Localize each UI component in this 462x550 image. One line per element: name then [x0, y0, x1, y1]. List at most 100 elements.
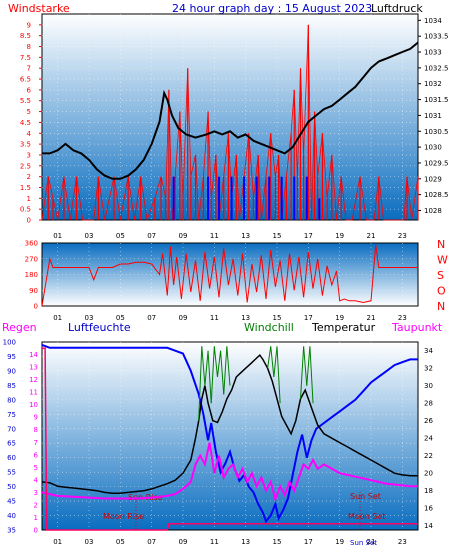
- moon-set-label: Moon Set: [348, 512, 385, 521]
- sun-set-label: Sun Set: [350, 492, 381, 501]
- windchill-seg-19: [309, 346, 314, 404]
- legend-temperature: Temperatur: [311, 321, 376, 334]
- rain-tick-5: 9: [34, 414, 38, 422]
- wind-tick-5: 6.5: [20, 76, 31, 84]
- legend-windchill: Windchill: [244, 321, 294, 334]
- temp-humidity-plot-area: [41, 341, 419, 531]
- rain-tick-2: 12: [29, 376, 38, 384]
- dir-x-tick-01: 01: [53, 314, 62, 322]
- humidity-tick-6: 70: [7, 425, 16, 433]
- windchill-seg-14: [276, 346, 281, 404]
- humidity-tick-9: 55: [7, 469, 16, 477]
- windchill-seg-12: [270, 346, 275, 378]
- wind-tick-15: 1.5: [20, 184, 31, 192]
- pressure-tick-8: 1030: [424, 144, 442, 152]
- wind-gust-line: [41, 24, 419, 221]
- wind-x-tick-09: 09: [179, 232, 188, 240]
- dir-x-tick-23: 23: [398, 314, 407, 322]
- wind-x-tick-21: 21: [367, 232, 376, 240]
- windchill-seg-9: [226, 346, 231, 386]
- dir-x-tick-07: 07: [147, 314, 156, 322]
- dir-compass-4: N: [437, 300, 445, 313]
- dir-tick-3: 90: [29, 287, 38, 295]
- humidity-tick-5: 75: [7, 411, 16, 419]
- wind-tick-3: 7.5: [20, 54, 31, 62]
- temp-tick-0: 34: [424, 347, 433, 355]
- humidity-tick-1: 95: [7, 353, 16, 361]
- windchill-seg-17: [303, 346, 308, 386]
- rain-tick-11: 3: [34, 489, 38, 497]
- temp-x-tick-09: 09: [179, 538, 188, 546]
- temp-tick-9: 16: [424, 505, 433, 513]
- dir-x-tick-21: 21: [367, 314, 376, 322]
- dir-compass-0: N: [437, 238, 445, 251]
- wind-x-tick-01: 01: [53, 232, 62, 240]
- pressure-tick-10: 1029: [424, 175, 442, 183]
- wind-tick-1: 8.5: [20, 32, 31, 40]
- wind-tick-14: 2: [27, 173, 31, 181]
- wind-tick-11: 3.5: [20, 141, 31, 149]
- pressure-tick-2: 1033: [424, 49, 442, 57]
- pressure-tick-0: 1034: [424, 17, 442, 25]
- dir-compass-2: S: [437, 269, 444, 282]
- pressure-tick-9: 1029.5: [424, 159, 449, 167]
- windchill-seg-5: [213, 346, 218, 378]
- legend-humidity: Luftfeuchte: [68, 321, 131, 334]
- wind-tick-16: 1: [27, 195, 31, 203]
- windchill-seg-4: [210, 346, 215, 404]
- temp-x-tick-17: 17: [304, 538, 313, 546]
- dewpoint-line: [41, 442, 418, 503]
- rain-tick-1: 13: [29, 364, 38, 372]
- rain-tick-10: 4: [34, 476, 39, 484]
- humidity-tick-7: 65: [7, 440, 16, 448]
- temp-tick-1: 32: [424, 365, 433, 373]
- windchill-seg-7: [220, 350, 225, 395]
- wind-tick-17: 0.5: [20, 206, 31, 214]
- wind-tick-4: 7: [27, 65, 31, 73]
- wind-tick-2: 8: [27, 43, 31, 51]
- windchill-seg-3: [207, 350, 212, 404]
- dir-x-tick-11: 11: [210, 314, 219, 322]
- dir-x-tick-13: 13: [241, 314, 250, 322]
- rain-tick-12: 2: [34, 501, 38, 509]
- wind-x-tick-11: 11: [210, 232, 219, 240]
- pressure-title: Luftdruck: [371, 2, 423, 15]
- dir-x-tick-15: 15: [273, 314, 282, 322]
- temp-x-tick-01: 01: [53, 538, 62, 546]
- wind-x-tick-23: 23: [398, 232, 407, 240]
- temp-tick-7: 20: [424, 470, 433, 478]
- temp-x-tick-13: 13: [241, 538, 250, 546]
- windchill-seg-1: [201, 346, 206, 386]
- pressure-tick-12: 1028: [424, 207, 442, 215]
- chart-title: 24 hour graph day : 15 August 2023: [172, 2, 372, 15]
- wind-x-tick-05: 05: [116, 232, 125, 240]
- windchill-seg-6: [216, 350, 222, 378]
- wind-x-tick-03: 03: [85, 232, 94, 240]
- rain-tick-6: 8: [34, 426, 38, 434]
- legend-rain: Regen: [2, 321, 37, 334]
- temp-tick-6: 22: [424, 452, 433, 460]
- dir-tick-1: 270: [25, 255, 38, 263]
- windchill-seg-0: [198, 346, 203, 421]
- windchill-seg-2: [204, 350, 209, 386]
- temp-x-tick-11: 11: [210, 538, 219, 546]
- dir-compass-1: W: [437, 254, 448, 267]
- wind-x-tick-13: 13: [241, 232, 250, 240]
- temp-x-tick-07: 07: [147, 538, 156, 546]
- pressure-tick-6: 1031: [424, 112, 442, 120]
- wind-tick-18: 0: [27, 217, 31, 225]
- temp-tick-2: 30: [424, 382, 433, 390]
- humidity-line: [41, 343, 418, 524]
- wind-tick-6: 6: [27, 86, 32, 94]
- wind-speed-title: Windstarke: [8, 2, 70, 15]
- pressure-tick-7: 1030.5: [424, 128, 449, 136]
- pressure-line: [42, 41, 419, 180]
- rain-tick-14: 0: [34, 527, 38, 535]
- moon-rise-label: Moon Rise: [103, 512, 144, 521]
- dir-compass-3: O: [437, 285, 446, 298]
- humidity-tick-8: 60: [7, 454, 16, 462]
- wind-x-tick-07: 07: [147, 232, 156, 240]
- wind-x-tick-17: 17: [304, 232, 313, 240]
- pressure-tick-4: 1032: [424, 80, 442, 88]
